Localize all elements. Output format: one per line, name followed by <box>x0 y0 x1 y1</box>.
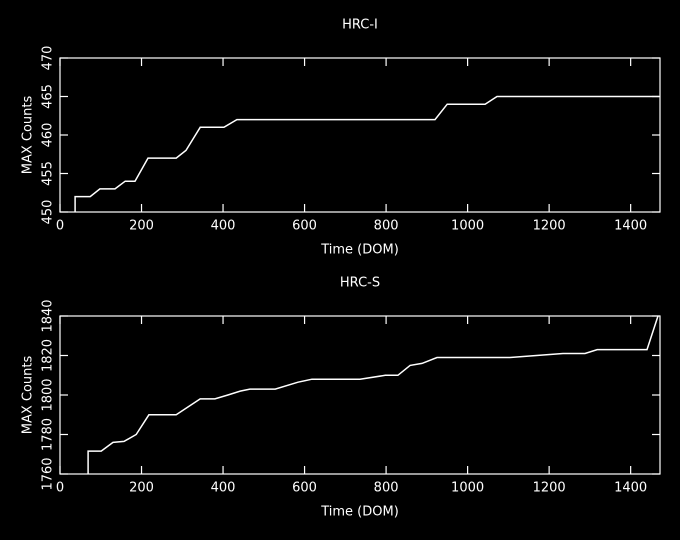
y-tick-label: 1800 <box>41 378 56 411</box>
y-axis-label: MAX Counts <box>21 96 36 175</box>
y-tick-label: 450 <box>41 200 56 225</box>
y-tick-label: 1820 <box>41 339 56 372</box>
x-tick-label: 1000 <box>451 219 484 234</box>
y-tick-label: 455 <box>41 161 56 186</box>
data-line <box>87 315 659 474</box>
chart-title: HRC-S <box>340 276 380 291</box>
y-tick-label: 470 <box>41 46 56 71</box>
plot-frame <box>59 315 661 475</box>
x-tick-label: 600 <box>292 481 317 496</box>
x-tick-label: 1400 <box>614 481 647 496</box>
data-line <box>74 95 660 212</box>
y-tick-label: 1840 <box>41 299 56 332</box>
y-axis-label: MAX Counts <box>21 356 36 435</box>
x-tick-label: 200 <box>129 219 154 234</box>
x-tick-label: 1200 <box>533 481 566 496</box>
x-tick-label: 1400 <box>614 219 647 234</box>
y-tick-label: 465 <box>41 84 56 109</box>
x-tick-label: 0 <box>56 219 64 234</box>
x-tick-label: 1200 <box>533 219 566 234</box>
plot-frame <box>59 57 661 213</box>
chart-title: HRC-I <box>342 18 378 33</box>
x-tick-label: 400 <box>211 481 236 496</box>
x-tick-label: 1000 <box>451 481 484 496</box>
x-tick-label: 0 <box>56 481 64 496</box>
y-tick-label: 1780 <box>41 418 56 451</box>
x-tick-label: 800 <box>374 219 399 234</box>
x-tick-label: 400 <box>211 219 236 234</box>
y-tick-label: 460 <box>41 123 56 148</box>
x-tick-label: 600 <box>292 219 317 234</box>
x-axis-label: Time (DOM) <box>320 243 399 258</box>
x-tick-label: 200 <box>129 481 154 496</box>
y-tick-label: 1760 <box>41 457 56 490</box>
x-axis-label: Time (DOM) <box>320 505 399 520</box>
x-tick-label: 800 <box>374 481 399 496</box>
